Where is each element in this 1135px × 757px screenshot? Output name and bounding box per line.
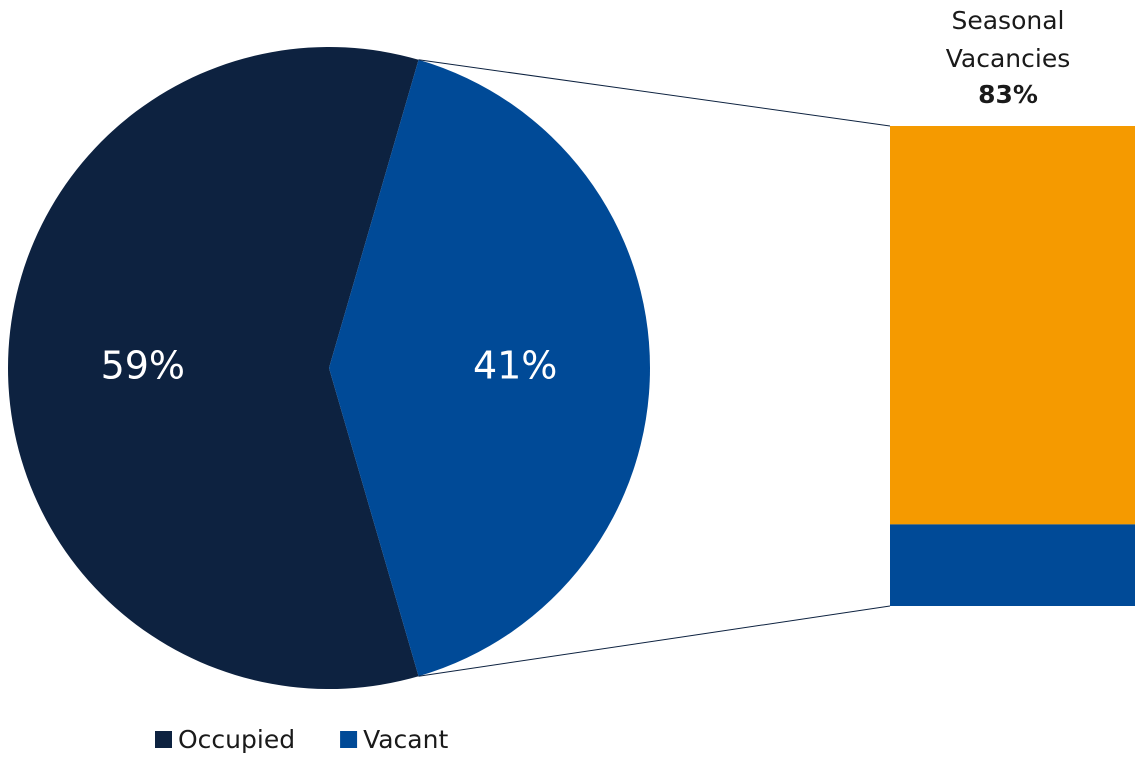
connector-line xyxy=(418,59,891,127)
bar-value-label: 83% xyxy=(978,80,1038,109)
legend-swatch xyxy=(340,731,358,748)
pie-value-label: 41% xyxy=(473,344,557,388)
pie-slice xyxy=(8,47,419,690)
connector-line xyxy=(418,605,891,677)
legend-label: Occupied xyxy=(178,725,295,754)
legend-label: Vacant xyxy=(363,725,448,754)
pie-value-label: 59% xyxy=(101,344,185,388)
bar-segment xyxy=(890,524,1135,606)
pie-slice xyxy=(329,59,651,677)
bar-label: Seasonal Vacancies xyxy=(945,6,1071,73)
legend-swatch xyxy=(155,731,172,748)
bar-segment xyxy=(890,126,1135,525)
